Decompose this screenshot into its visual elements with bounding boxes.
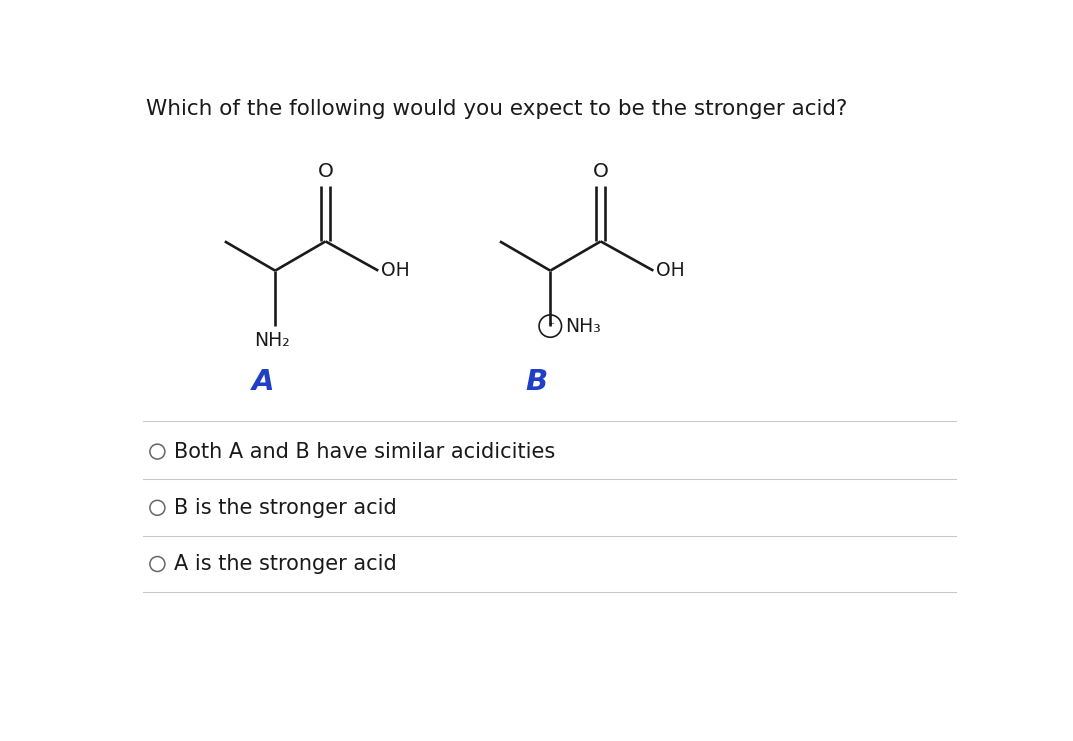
Text: OH: OH xyxy=(657,261,686,280)
Text: OH: OH xyxy=(381,261,410,280)
Text: O: O xyxy=(592,162,608,182)
Text: Both A and B have similar acidicities: Both A and B have similar acidicities xyxy=(174,442,556,462)
Text: ⁺: ⁺ xyxy=(547,319,554,333)
Text: NH₂: NH₂ xyxy=(254,330,290,350)
Text: A: A xyxy=(252,368,275,396)
Text: B is the stronger acid: B is the stronger acid xyxy=(174,498,397,518)
Text: NH₃: NH₃ xyxy=(564,316,601,336)
Text: A is the stronger acid: A is the stronger acid xyxy=(174,554,397,574)
Text: O: O xyxy=(318,162,334,182)
Text: Which of the following would you expect to be the stronger acid?: Which of the following would you expect … xyxy=(146,99,847,119)
Text: B: B xyxy=(525,368,547,396)
